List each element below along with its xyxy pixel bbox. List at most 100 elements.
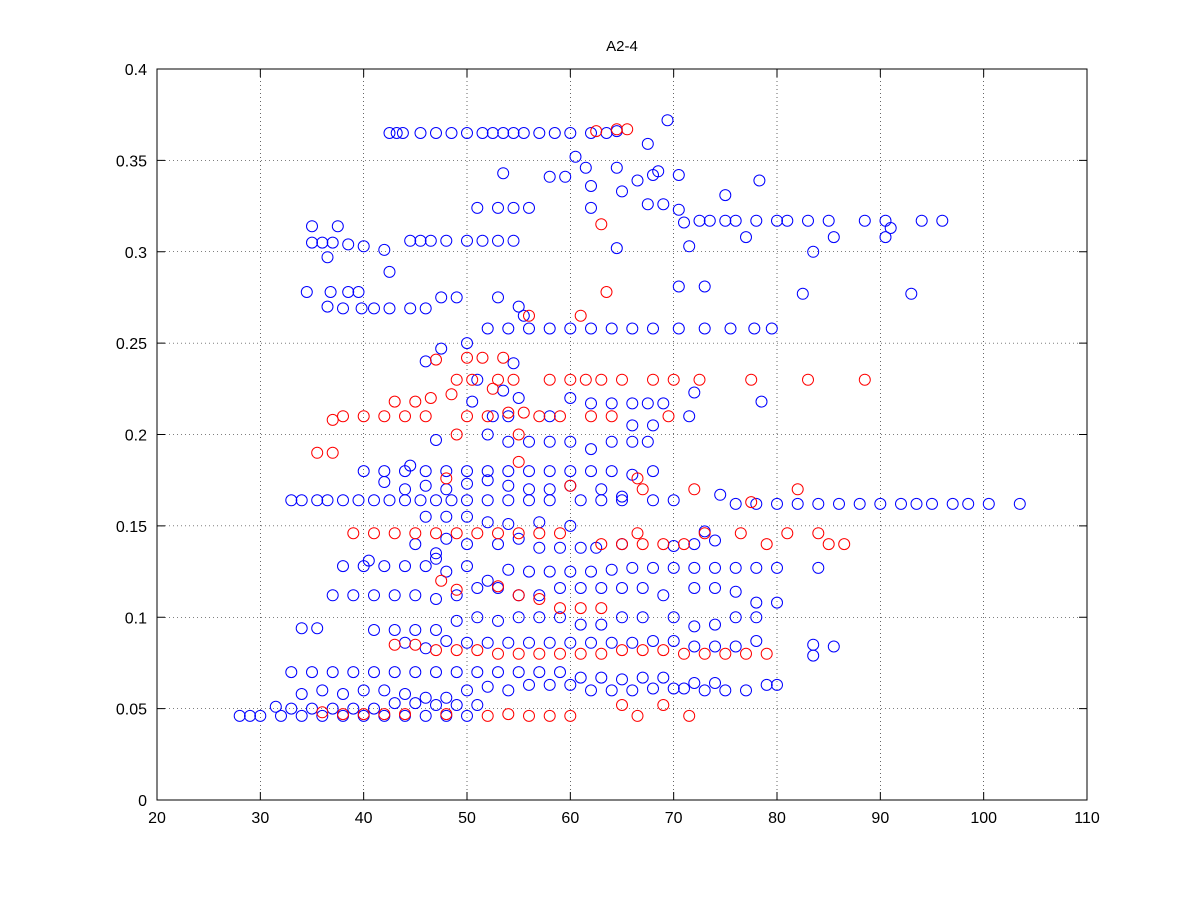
red-data-point [760, 647, 773, 660]
blue-data-point [698, 322, 711, 335]
blue-data-point [342, 238, 355, 251]
blue-data-point [688, 386, 701, 399]
red-data-point [605, 410, 618, 423]
blue-data-point [390, 127, 403, 139]
blue-data-point [858, 214, 871, 227]
blue-data-point [419, 510, 432, 523]
red-data-point [523, 709, 535, 722]
blue-data-point [626, 636, 639, 649]
red-data-point [347, 527, 360, 540]
blue-data-point [378, 560, 391, 573]
red-data-point [409, 638, 422, 651]
blue-data-point [445, 127, 458, 139]
blue-data-point [430, 552, 442, 565]
red-data-point [590, 125, 603, 138]
red-data-point [636, 538, 649, 551]
blue-data-point [709, 640, 721, 653]
blue-data-point [507, 201, 520, 214]
blue-data-point [476, 127, 489, 139]
blue-data-point [719, 214, 732, 227]
red-data-point [683, 709, 696, 722]
red-data-point [471, 644, 484, 657]
blue-data-point [300, 286, 313, 298]
blue-data-point [641, 435, 654, 448]
blue-data-point [714, 488, 727, 501]
blue-data-point [481, 516, 494, 529]
blue-data-point [698, 684, 711, 697]
red-data-point [616, 644, 628, 657]
red-data-point [678, 647, 690, 660]
red-data-point [476, 351, 489, 364]
blue-data-point [466, 395, 479, 408]
blue-data-point [771, 214, 783, 227]
blue-data-point [647, 561, 659, 574]
red-data-point [595, 538, 608, 551]
blue-data-point [461, 510, 473, 523]
blue-data-point [703, 214, 716, 227]
red-data-point [802, 373, 814, 386]
red-data-point [636, 483, 649, 496]
blue-data-point [616, 494, 628, 507]
red-data-point [388, 638, 401, 651]
blue-data-point [771, 678, 783, 691]
red-data-point [517, 406, 530, 419]
blue-data-point [771, 561, 783, 574]
blue-data-point [430, 666, 442, 679]
blue-data-point [719, 189, 732, 202]
blue-data-point [512, 532, 525, 545]
blue-data-point [306, 220, 318, 233]
blue-data-point [383, 302, 396, 315]
blue-data-point [771, 596, 783, 609]
y-tick-label: 0.05 [116, 702, 147, 719]
blue-data-point [352, 286, 365, 298]
red-data-point [316, 706, 329, 719]
blue-data-point [709, 677, 721, 689]
blue-data-point [626, 419, 639, 432]
red-data-point [430, 353, 442, 366]
blue-data-point [667, 635, 680, 647]
blue-data-point [517, 127, 530, 139]
blue-data-point [729, 585, 742, 598]
red-data-point [740, 647, 752, 660]
blue-data-point [523, 494, 535, 507]
blue-data-point [812, 561, 825, 574]
blue-data-point [388, 589, 401, 602]
blue-data-point [507, 357, 520, 370]
blue-data-point [295, 494, 308, 507]
blue-data-point [750, 611, 763, 624]
blue-data-point [543, 565, 556, 578]
blue-data-point [709, 582, 721, 594]
blue-data-point [585, 201, 597, 214]
blue-data-point [295, 688, 308, 700]
blue-data-point [523, 678, 535, 691]
blue-data-point [357, 240, 370, 253]
blue-data-point [481, 494, 494, 507]
blue-data-point [678, 682, 690, 695]
blue-data-point [481, 574, 494, 587]
blue-data-point [481, 636, 494, 649]
red-data-point [502, 708, 515, 721]
blue-data-point [807, 245, 820, 258]
blue-data-point [683, 240, 696, 253]
red-data-point [564, 709, 577, 722]
blue-data-point [647, 465, 659, 478]
blue-data-point [729, 561, 742, 574]
red-data-point [502, 406, 515, 419]
blue-data-point [559, 170, 572, 183]
red-data-point [667, 373, 680, 386]
blue-data-point [564, 127, 577, 139]
blue-data-point [326, 589, 339, 602]
blue-data-point [471, 611, 484, 624]
blue-data-point [383, 494, 396, 507]
blue-data-point [430, 624, 442, 636]
blue-data-point [616, 490, 628, 503]
red-data-point [610, 123, 623, 136]
red-data-point [471, 527, 484, 540]
red-data-point [564, 479, 577, 492]
blue-data-point [750, 497, 763, 510]
blue-data-point [729, 497, 742, 510]
blue-data-point [569, 150, 582, 163]
red-data-point [781, 527, 794, 540]
red-data-point [430, 644, 442, 657]
blue-data-point [512, 611, 525, 624]
